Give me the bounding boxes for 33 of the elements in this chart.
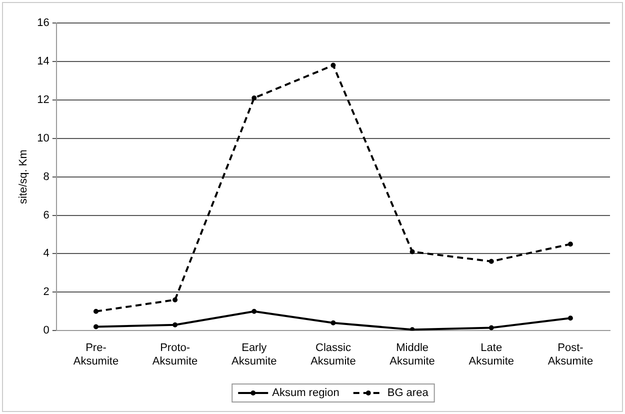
point <box>93 308 98 314</box>
y-tick-label: 10 <box>37 132 50 144</box>
legend-label: BG area <box>387 387 430 400</box>
x-tick-label: Pre-Aksumite <box>73 342 119 368</box>
point <box>330 320 336 326</box>
y-tick-label: 12 <box>37 94 50 106</box>
point <box>410 249 415 254</box>
y-tick-label: 2 <box>43 286 50 298</box>
point <box>568 316 573 321</box>
x-tick-label: Late Aksumite <box>468 342 514 368</box>
y-tick-label: 0 <box>43 324 50 337</box>
legend-label: Aksum region <box>272 387 340 400</box>
x-tick-label: Classic Aksumite <box>310 342 356 368</box>
y-tick-label: 8 <box>43 170 50 183</box>
x-tick-label: Early Aksumite <box>232 342 277 368</box>
point <box>172 297 178 302</box>
point <box>252 95 257 100</box>
point <box>93 324 98 330</box>
y-axis-title: site/sq. Km <box>18 150 30 204</box>
point <box>488 258 494 264</box>
x-tick-label: Middle Aksumite <box>390 342 435 368</box>
point <box>568 242 573 247</box>
point <box>252 308 257 314</box>
y-tick-label: 14 <box>37 55 50 68</box>
x-tick-label: Proto-Aksumite <box>152 342 198 368</box>
point <box>488 325 494 330</box>
point <box>172 322 178 328</box>
x-tick-label: Post-Aksumite <box>548 342 594 368</box>
y-tick-label: 4 <box>43 248 50 260</box>
point <box>330 62 336 68</box>
y-tick-label: 16 <box>37 17 50 30</box>
y-tick-label: 6 <box>43 209 50 222</box>
point <box>410 327 415 331</box>
